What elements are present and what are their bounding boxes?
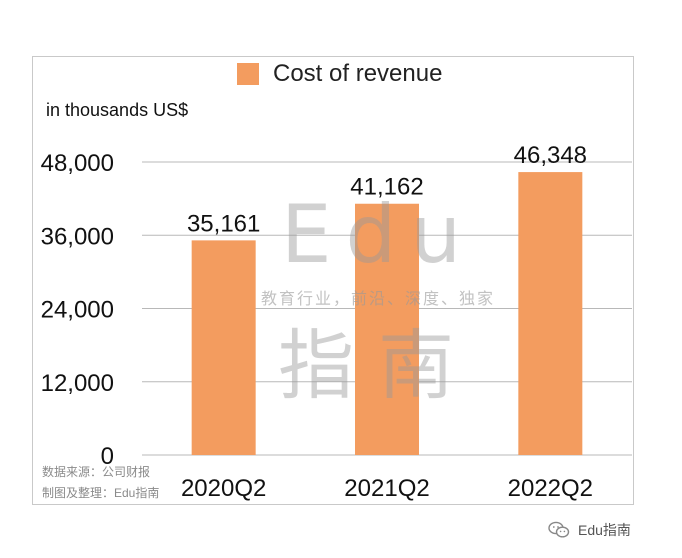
x-axis-ticks: 2020Q2 2021Q2 2022Q2 (181, 475, 593, 502)
y-tick-label: 0 (101, 443, 114, 470)
y-tick-label: 24,000 (41, 297, 114, 324)
y-axis-unit-label: in thousands US$ (46, 100, 189, 120)
data-label: 41,162 (350, 174, 423, 201)
x-tick-label: 2022Q2 (508, 475, 593, 502)
wechat-icon (548, 521, 570, 538)
data-labels: 35,161 41,162 46,348 (187, 142, 587, 237)
data-label: 46,348 (514, 142, 587, 169)
bars (191, 172, 583, 455)
y-tick-label: 36,000 (41, 223, 114, 250)
footer-brand-label: Edu指南 (578, 522, 631, 538)
credit-line: 制图及整理：Edu指南 (42, 486, 160, 500)
legend-label: Cost of revenue (273, 60, 443, 87)
legend: Cost of revenue (237, 60, 442, 88)
y-tick-label: 12,000 (41, 370, 114, 397)
x-tick-label: 2020Q2 (181, 475, 266, 502)
chart-frame (32, 56, 634, 505)
legend-swatch (237, 63, 259, 85)
y-axis-ticks: 0 12,000 24,000 36,000 48,000 (41, 150, 114, 470)
source-line: 数据来源：公司财报 (42, 465, 151, 479)
bar (191, 240, 256, 455)
source-note: 数据来源：公司财报 制图及整理：Edu指南 (42, 462, 159, 504)
footer-brand: Edu指南 (548, 520, 631, 540)
x-tick-label: 2021Q2 (344, 475, 429, 502)
data-label: 35,161 (187, 210, 260, 237)
y-tick-label: 48,000 (41, 150, 114, 177)
bar (355, 203, 419, 455)
bar (518, 172, 583, 455)
